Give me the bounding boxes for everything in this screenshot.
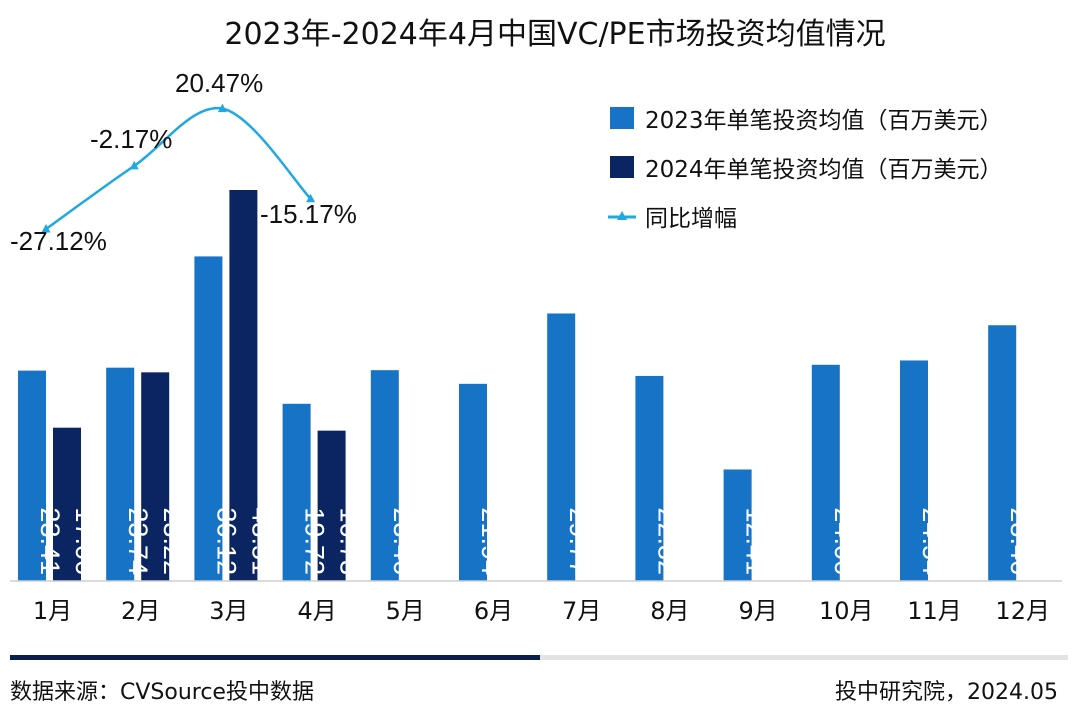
bars-layer [18, 190, 1017, 581]
x-tick-label: 6月 [474, 597, 513, 625]
x-tick-label: 4月 [297, 597, 336, 625]
yoy-value-label: -15.17% [260, 199, 357, 229]
yoy-line-layer: -27.12% -2.17%20.47% -15.17% [10, 68, 357, 256]
bar-value-label: 43.51 [246, 507, 276, 575]
x-tick-label: 9月 [738, 597, 777, 625]
bar-value-label: 19.72 [300, 507, 330, 575]
footer-credit: 投中研究院，2024.05 [835, 680, 1058, 705]
bar-value-label: 12.41 [741, 507, 771, 575]
yoy-point [41, 224, 51, 233]
legend-label-yoy: 同比增幅 [645, 206, 737, 232]
bar-value-label: 23.41 [35, 507, 65, 575]
yoy-point [129, 160, 139, 170]
footer-source: 数据来源：CVSource投中数据 [10, 680, 314, 705]
bar-value-label: 21.94 [476, 507, 506, 575]
bar-s1-3月 [229, 190, 258, 581]
bar-value-label: 29.77 [564, 507, 594, 575]
legend-label-2024: 2024年单笔投资均值（百万美元） [645, 157, 1003, 183]
bar-s0-8月 [635, 375, 664, 581]
x-tick-labels: 1月 2月 3月 4月 5月 6月 7月 8月 9月 10月 11月 12月 [33, 597, 1050, 625]
legend-label-2023: 2023年单笔投资均值（百万美元） [645, 108, 1003, 134]
bar-value-label: 28.46 [1005, 507, 1035, 575]
yoy-point [217, 103, 227, 113]
bar-s1-1月 [53, 427, 81, 581]
legend-swatch-2023 [610, 107, 634, 129]
bar-value-label: 36.12 [211, 507, 241, 575]
x-tick-label: 8月 [650, 597, 689, 625]
bar-labels-layer: 23.41 17.06 23.74 23.22 36.12 43.51 19.72 16.73… [35, 507, 1035, 575]
bar-s0-9月 [723, 469, 752, 581]
bar-s0-10月 [811, 364, 840, 581]
yoy-line [45, 107, 312, 231]
x-tick-label: 11月 [907, 597, 962, 625]
chart-title: 2023年-2024年4月中国VC/PE市场投资均值情况 [224, 17, 885, 52]
footer-divider-light [540, 655, 1068, 660]
bar-s1-2月 [141, 372, 170, 581]
yoy-value-label: 20.47% [175, 68, 263, 98]
legend-swatch-2024 [610, 156, 634, 178]
bar-s0-5月 [370, 370, 399, 581]
legend-line-marker [617, 211, 627, 220]
bar-value-label: 22.82 [652, 507, 682, 575]
bar-s1-4月 [317, 430, 346, 581]
bar-value-label: 23.22 [158, 507, 188, 575]
bar-value-label: 24.06 [829, 507, 859, 575]
bar-s0-7月 [547, 313, 576, 581]
footer-divider-dark [10, 655, 540, 660]
x-tick-label: 3月 [209, 597, 248, 625]
x-tick-label: 7月 [562, 597, 601, 625]
bar-value-label: 17.06 [70, 507, 100, 575]
x-tick-label: 1月 [33, 597, 72, 625]
bar-value-label: 24.54 [917, 507, 947, 575]
x-tick-label: 2月 [121, 597, 160, 625]
bar-value-label: 23.46 [388, 507, 418, 575]
bar-value-label: 23.74 [123, 507, 153, 575]
x-tick-label: 5月 [386, 597, 425, 625]
bar-value-label: 16.73 [335, 507, 365, 575]
yoy-value-label: -2.17% [90, 124, 172, 154]
bar-s0-4月 [282, 403, 311, 581]
bar-s0-3月 [194, 256, 223, 581]
bar-s0-1月 [18, 370, 46, 581]
yoy-point [306, 193, 316, 203]
bar-s0-11月 [900, 360, 928, 581]
x-tick-label: 12月 [995, 597, 1050, 625]
bar-s0-12月 [988, 325, 1017, 581]
bar-s0-2月 [106, 367, 135, 581]
x-tick-label: 10月 [819, 597, 874, 625]
yoy-value-label: -27.12% [10, 226, 107, 256]
legend: 2023年单笔投资均值（百万美元） 2024年单笔投资均值（百万美元） 同比增幅 [608, 107, 1003, 232]
bar-s0-6月 [459, 383, 487, 581]
